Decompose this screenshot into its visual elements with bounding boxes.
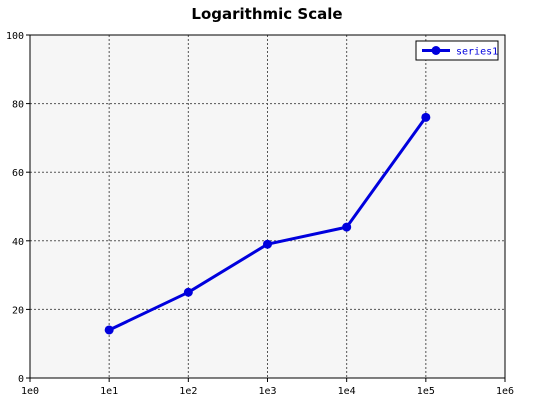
y-tick-label: 40 [12, 237, 24, 248]
y-tick-label: 80 [12, 100, 24, 111]
data-point [183, 287, 193, 297]
data-point [342, 222, 352, 232]
x-tick-label: 1e5 [417, 386, 435, 397]
data-point [104, 325, 114, 335]
legend-box [415, 40, 499, 61]
plot-area [30, 35, 505, 378]
y-tick-label: 20 [12, 305, 24, 316]
y-tick-label: 60 [12, 168, 24, 179]
x-tick-label: 1e2 [179, 386, 197, 397]
axes [26, 34, 506, 382]
tick-labels: 1e0 1e1 1e2 1e3 1e4 1e5 1e6 0 20 40 60 80 100 [6, 31, 514, 397]
data-point [421, 112, 431, 122]
x-tick-label: 1e4 [338, 386, 356, 397]
legend: series1 [415, 40, 499, 61]
data-point [263, 239, 272, 249]
legend-marker [431, 46, 441, 55]
legend-label: series1 [456, 47, 498, 58]
x-tick-label: 1e1 [100, 386, 118, 397]
x-tick-label: 1e6 [496, 386, 514, 397]
x-tick-label: 1e0 [21, 386, 39, 397]
series-layer [104, 112, 431, 335]
y-tick-label: 100 [6, 31, 24, 42]
x-tick-label: 1e3 [258, 386, 276, 397]
y-tick-label: 0 [18, 374, 24, 385]
plot-frame [29, 34, 506, 379]
chart-title: Logarithmic Scale [191, 5, 342, 23]
